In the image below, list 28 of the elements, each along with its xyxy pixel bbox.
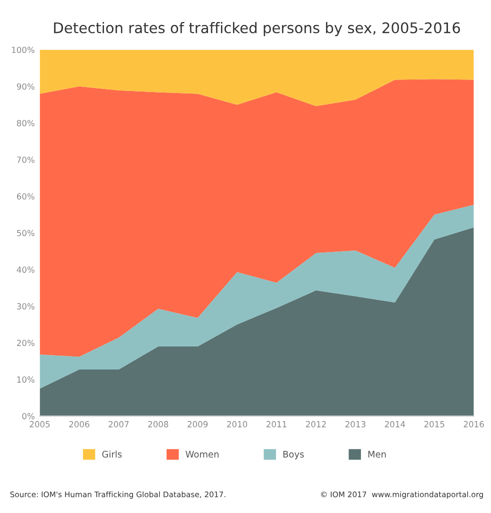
y-tick-label: 10%: [17, 376, 34, 383]
chart-title: Detection rates of trafficked persons by sex, 2005-2016: [54, 22, 460, 36]
x-tick-label: 2006: [69, 421, 90, 428]
x-tick-label: 2016: [464, 421, 484, 428]
x-tick-label: 2012: [306, 421, 326, 428]
x-tick-label: 2015: [424, 421, 444, 428]
legend-label: Women: [186, 450, 219, 458]
x-tick-label: 2005: [30, 421, 50, 428]
legend-label: Men: [368, 450, 386, 458]
x-tick-label: 2009: [188, 421, 208, 428]
y-tick-label: 60%: [16, 193, 34, 200]
x-tick-label: 2010: [227, 421, 248, 428]
y-tick-label: 50%: [17, 230, 34, 236]
y-tick-label: 0%: [22, 413, 34, 420]
x-tick-label: 2008: [148, 421, 168, 428]
y-tick-label: 30%: [17, 303, 34, 310]
x-tick-label: 2014: [384, 421, 406, 428]
legend-label: Girls: [102, 450, 122, 458]
y-tick-label: 90%: [16, 83, 34, 90]
x-tick-label: 2013: [345, 421, 366, 428]
y-tick-label: 70%: [17, 156, 34, 163]
y-tick-label: 20%: [17, 340, 34, 346]
y-tick-label: 80%: [16, 120, 34, 126]
legend-label: Boys: [283, 450, 304, 460]
y-tick-label: 100%: [12, 46, 34, 54]
y-tick-label: 40%: [16, 266, 34, 273]
x-tick-label: 2007: [108, 421, 129, 428]
x-tick-label: 2011: [266, 421, 286, 428]
